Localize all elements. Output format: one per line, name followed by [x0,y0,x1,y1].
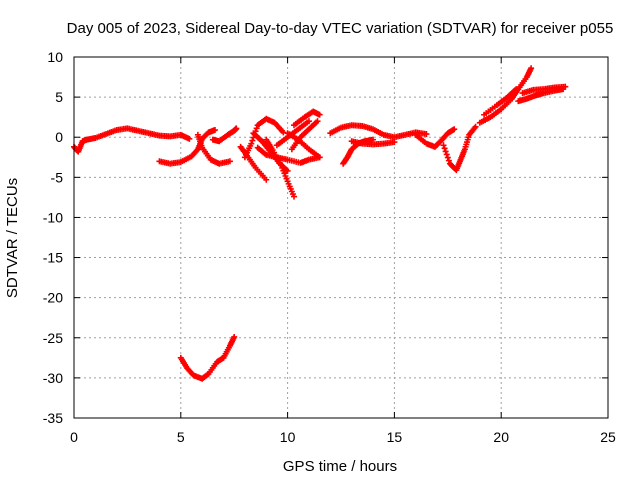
series-arc-23 [177,333,238,382]
series-arc-16 [348,138,398,148]
y-tick-label: -20 [43,290,63,306]
y-tick-label: -5 [51,169,64,185]
data-point [528,65,535,72]
series-arc-8 [263,136,298,200]
data-point [441,145,448,152]
data-point [316,111,323,118]
series-arc-2 [156,127,218,167]
data-point [513,86,520,93]
chart-title: Day 005 of 2023, Sidereal Day-to-day VTE… [67,20,614,37]
series-arc-11 [291,108,323,129]
data-point [248,140,255,147]
data-point [186,135,193,142]
series-arc-13 [288,118,321,153]
y-tick-label: 5 [55,89,63,105]
y-tick-label: -35 [43,410,63,426]
x-tick-label: 0 [70,429,78,445]
series-arc-17 [412,126,458,150]
y-tick-label: -15 [43,250,63,266]
series-arc-5 [241,115,287,161]
x-tick-label: 10 [280,429,296,445]
series-arc-4 [209,125,240,145]
y-axis-label: SDTVAR / TECUs [4,178,21,298]
y-tick-label: -25 [43,330,63,346]
data-point [211,127,218,134]
data-point [280,129,287,136]
data-point [231,333,238,340]
y-tick-label: -30 [43,370,63,386]
data-point [443,151,450,158]
data-point [226,158,233,165]
data-point [440,142,447,149]
data-point [472,123,479,130]
series-arc-18 [440,123,479,174]
data-point [423,131,430,138]
data-point [444,154,451,161]
grid-lines [74,57,608,418]
series-arc-12 [273,118,312,149]
x-tick-label: 20 [493,429,509,445]
series-arc-22 [519,83,569,97]
data-point [233,125,240,132]
series-arc-3 [194,131,233,167]
data-point [562,83,569,90]
x-tick-label: 15 [387,429,403,445]
data-point [316,154,323,161]
plot-frame [73,56,609,419]
series-arc-19 [476,65,535,126]
series-arc-1 [71,125,193,155]
data-point [442,148,449,155]
series-arc-20 [481,86,520,118]
series-arc-9 [254,144,323,166]
y-tick-label: 10 [47,49,63,65]
data-series [71,65,569,382]
data-point [263,176,270,183]
data-point [253,125,260,132]
data-point [445,157,452,164]
data-point [391,139,398,146]
plot-border [73,56,609,419]
x-axis-label: GPS time / hours [283,458,397,475]
x-tick-label: 5 [177,429,185,445]
data-point [451,126,458,133]
series-arc-6 [237,143,270,183]
data-point [305,118,312,125]
data-point [291,193,298,200]
y-tick-label: -10 [43,209,63,225]
data-point [249,137,256,144]
axis-ticks: 0 5 10 15 20 25 -35 -30 -25 -20 -15 -10 -5 0 5 10 [43,49,616,445]
x-tick-label: 25 [600,429,616,445]
data-point [314,118,321,125]
y-tick-label: 0 [55,129,63,145]
